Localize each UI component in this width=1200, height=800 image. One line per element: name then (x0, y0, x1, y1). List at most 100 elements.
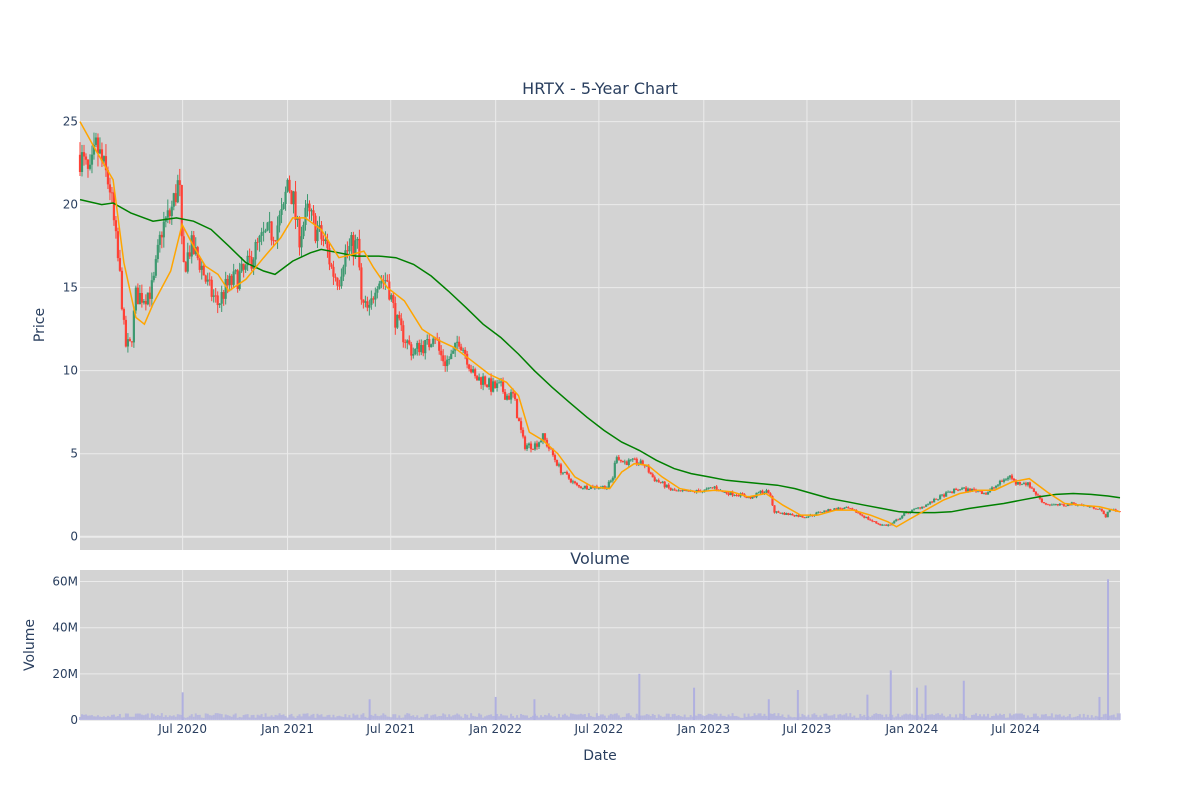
volume-bar (871, 715, 874, 720)
volume-bar (458, 714, 461, 720)
volume-bar (262, 717, 265, 720)
volume-bar (985, 716, 988, 720)
volume-bar (859, 713, 862, 720)
candle-body (771, 496, 774, 506)
volume-bar (1028, 717, 1031, 720)
candle-body (416, 342, 419, 349)
volume-bar (953, 717, 956, 720)
volume-bar (539, 715, 542, 720)
candle-body (745, 496, 748, 499)
volume-bar (917, 715, 920, 720)
candle-body (428, 339, 431, 348)
volume-spike-bar (889, 670, 892, 720)
volume-bar (512, 716, 515, 720)
volume-bar (717, 716, 720, 720)
volume-bar (885, 714, 888, 720)
candle-body (1014, 480, 1018, 485)
candle-body (635, 458, 638, 464)
candle-body (248, 255, 251, 258)
volume-bar (236, 717, 239, 720)
volume-bar (909, 713, 912, 720)
volume-bar (484, 716, 487, 720)
volume-bar (691, 716, 694, 720)
candle-body (517, 418, 521, 422)
candle-body (314, 215, 317, 242)
volume-bar (470, 713, 473, 720)
candle-body (364, 301, 367, 303)
volume-bar (847, 716, 850, 720)
volume-bar (426, 713, 429, 720)
volume-bar (715, 713, 718, 720)
candle-body (653, 477, 656, 482)
volume-bar (134, 713, 137, 720)
volume-bar (376, 715, 379, 720)
volume-bar (272, 716, 275, 720)
volume-bar (569, 713, 572, 720)
candle-body (489, 378, 493, 392)
candle-body (779, 512, 782, 514)
volume-bar (657, 714, 660, 720)
volume-bar (1026, 715, 1029, 720)
candle-body (631, 458, 634, 460)
candle-body (480, 377, 483, 385)
candle-body (148, 292, 151, 299)
moving-average-short-line (79, 121, 1121, 528)
candle-body (412, 354, 415, 356)
volume-bar (196, 715, 199, 720)
volume-bar (306, 713, 309, 720)
volume-bar (699, 714, 702, 720)
candle-body (172, 193, 175, 207)
volume-bar (364, 716, 367, 720)
candle-body (733, 495, 736, 496)
volume-bar (875, 713, 878, 720)
candle-body (488, 378, 491, 387)
candle-body (158, 234, 161, 245)
candle-body (116, 231, 120, 259)
volume-bar (248, 717, 251, 720)
volume-bar (100, 716, 103, 720)
volume-bar (318, 715, 321, 720)
candle-body (859, 513, 862, 515)
volume-bar (713, 713, 716, 720)
volume-bar (124, 713, 127, 720)
candle-body (372, 298, 375, 300)
volume-bar (645, 714, 648, 720)
candle-body (711, 487, 714, 489)
volume-bar (88, 715, 91, 720)
candle-body (805, 517, 808, 519)
volume-bar (535, 715, 538, 720)
candle-body (555, 459, 559, 466)
volume-bar (1060, 716, 1063, 720)
candle-body (897, 519, 900, 521)
candle-body (202, 265, 205, 276)
candle-body (643, 465, 646, 467)
volume-bar (194, 713, 197, 720)
candle-body (869, 519, 872, 521)
candle-body (990, 487, 994, 490)
candle-body (931, 501, 934, 503)
volume-bar (464, 713, 467, 720)
volume-bar (434, 714, 437, 720)
volume-bar (528, 717, 531, 720)
candle-body (773, 505, 776, 513)
candle-body (422, 345, 425, 354)
candle-body (458, 341, 461, 347)
candle-body (507, 395, 511, 400)
date-tick-label: Jul 2021 (365, 722, 415, 736)
candle-body (687, 490, 690, 492)
candle-body (833, 508, 836, 511)
volume-bar (144, 714, 147, 720)
candle-body (1034, 491, 1037, 495)
volume-bar (841, 715, 844, 720)
volume-bar (352, 713, 355, 720)
volume-bar (755, 715, 758, 720)
candle-body (980, 491, 984, 494)
volume-bar (452, 715, 455, 720)
candle-body (254, 241, 257, 260)
candle-body (539, 440, 543, 443)
candle-body (376, 288, 379, 293)
candle-body (464, 349, 467, 354)
candle-body (946, 491, 950, 493)
candle-body (236, 270, 239, 290)
volume-bar (559, 717, 562, 720)
